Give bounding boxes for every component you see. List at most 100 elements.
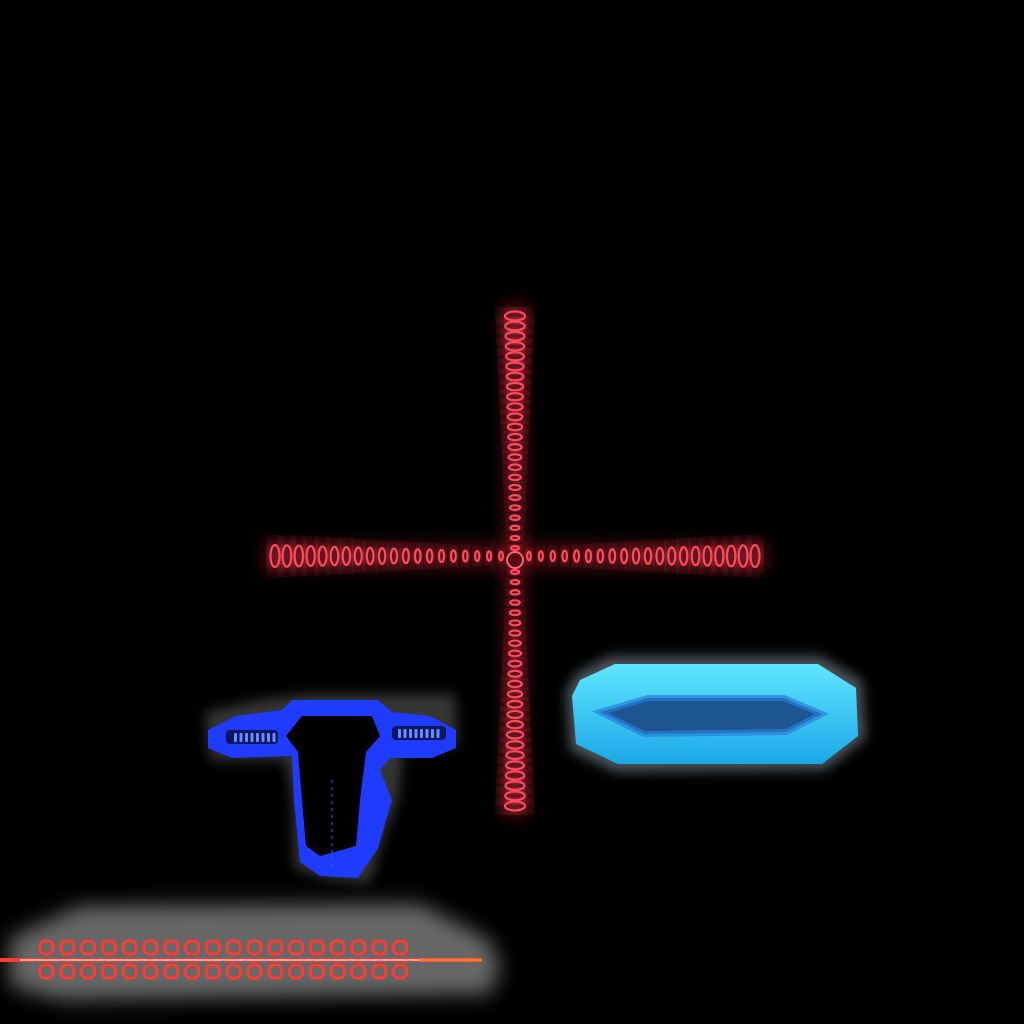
crosshair-tick xyxy=(608,548,617,564)
laser-light xyxy=(308,939,325,956)
crosshair-horizontal-ticks xyxy=(269,543,761,569)
crosshair-tick xyxy=(508,639,522,647)
crosshair-tick xyxy=(508,609,522,617)
laser-light xyxy=(329,963,346,980)
crosshair-tick xyxy=(449,549,457,563)
crosshair-tick xyxy=(714,544,725,568)
crosshair-tick xyxy=(509,589,521,596)
crosshair-tick xyxy=(549,549,557,563)
ship-cockpit xyxy=(286,716,380,856)
crosshair-tick xyxy=(737,544,749,568)
laser-light xyxy=(100,939,117,956)
crosshair-tick xyxy=(505,361,525,372)
crosshair-tick xyxy=(508,494,522,502)
crosshair-tick xyxy=(503,310,527,322)
ship-light xyxy=(398,729,401,738)
crosshair-tick xyxy=(507,679,523,689)
crosshair-tick xyxy=(508,473,522,482)
crosshair-tick xyxy=(509,569,521,575)
laser-light xyxy=(308,963,325,980)
crosshair-tick xyxy=(504,330,526,342)
crosshair-tick xyxy=(690,545,701,567)
laser-light xyxy=(225,939,242,956)
crosshair-tick xyxy=(507,649,523,658)
crosshair-tick xyxy=(725,544,737,568)
ship-light xyxy=(250,733,254,742)
ship-light xyxy=(272,733,276,742)
crosshair-tick xyxy=(281,544,293,568)
crosshair-tick xyxy=(620,547,629,565)
crosshair-tick xyxy=(508,619,522,627)
ship-light xyxy=(420,729,423,738)
crosshair-tick xyxy=(561,549,569,563)
crosshair-tick xyxy=(667,546,677,566)
crosshair-tick xyxy=(293,544,305,568)
crosshair-tick xyxy=(702,545,713,567)
crosshair-tick xyxy=(437,548,446,564)
ship-light xyxy=(234,733,237,742)
crosshair-tick xyxy=(505,392,525,402)
laser-light xyxy=(267,939,284,956)
crosshair-tick xyxy=(505,371,525,382)
laser-light xyxy=(121,963,138,980)
laser-light xyxy=(371,939,388,956)
laser-light xyxy=(80,939,97,956)
crosshair-tick xyxy=(504,770,526,781)
crosshair-tick xyxy=(305,544,316,568)
ship-light xyxy=(256,733,259,742)
crosshair-tick xyxy=(509,579,521,586)
ship-light xyxy=(431,729,434,738)
crosshair-tick xyxy=(596,548,605,564)
ship-light xyxy=(414,729,418,738)
laser-light xyxy=(142,939,159,956)
laser-light xyxy=(59,963,76,980)
laser-light xyxy=(288,963,305,980)
laser-light xyxy=(59,939,76,956)
ship-wing-lights xyxy=(234,729,440,742)
laser-light xyxy=(246,939,263,956)
crosshair-tick xyxy=(353,546,363,566)
crosshair-tick xyxy=(503,800,527,812)
crosshair-tick xyxy=(507,432,523,442)
crosshair-tick xyxy=(506,422,524,432)
laser-light xyxy=(142,963,159,980)
crosshair-tick xyxy=(509,534,521,542)
crosshair-tick xyxy=(473,549,481,563)
laser-light xyxy=(392,963,409,980)
laser-light xyxy=(80,963,97,980)
crosshair-tick xyxy=(655,546,665,566)
ship-light xyxy=(409,729,412,738)
ring-inner xyxy=(600,698,822,734)
crosshair-tick xyxy=(507,453,523,462)
crosshair-tick xyxy=(643,547,653,565)
crosshair-tick xyxy=(329,545,340,567)
crosshair-tick xyxy=(425,548,434,564)
crosshair-tick xyxy=(505,750,525,761)
laser-lights xyxy=(38,939,409,980)
crosshair-tick xyxy=(507,669,523,678)
ring-inner-edge xyxy=(591,695,830,738)
laser-light xyxy=(121,939,138,956)
laser-light xyxy=(350,939,367,956)
crosshair-tick xyxy=(507,659,523,668)
red-crosshair-sprite xyxy=(260,300,770,820)
laser-light xyxy=(329,939,346,956)
crosshair-tick xyxy=(507,463,523,472)
crosshair-tick xyxy=(505,381,525,392)
laser-light xyxy=(392,939,409,956)
crosshair-tick xyxy=(504,790,526,802)
laser-haze xyxy=(10,904,500,1000)
crosshair-vertical-ticks xyxy=(503,310,527,812)
crosshair-tick xyxy=(461,549,469,563)
ship-light xyxy=(425,729,429,738)
crosshair-tick xyxy=(509,514,521,522)
ship-light xyxy=(245,733,248,742)
laser-light xyxy=(100,963,117,980)
crosshair-tick xyxy=(507,443,523,452)
laser-light xyxy=(204,939,221,956)
crosshair-tick xyxy=(508,629,522,637)
crosshair-center xyxy=(506,551,524,569)
ship-light xyxy=(239,733,243,742)
laser-light xyxy=(204,963,221,980)
